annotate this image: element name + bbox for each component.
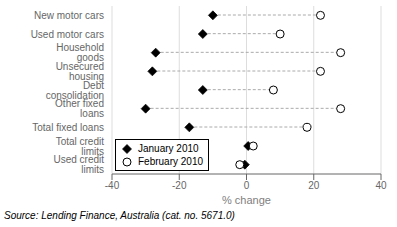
svg-text:0: 0 [244, 180, 250, 191]
html-text:Household: Household [56, 42, 104, 54]
html-text:Total credit: Total credit [55, 135, 104, 147]
html-text:consolidation: consolidation [45, 89, 104, 101]
html-text:limits: limits [81, 145, 104, 157]
svg-text:-20: -20 [172, 180, 187, 191]
html-text:Debt: Debt [82, 79, 104, 91]
svg-text:Total fixed loans: Total fixed loans [32, 122, 104, 133]
svg-text:New motor cars: New motor cars [34, 10, 104, 21]
svg-text:Other fixedloans: Other fixedloans [55, 98, 104, 119]
html-text:Unsecured: Unsecured [55, 60, 104, 72]
html-text:Source: Lending Finance, Austr: Source: Lending Finance, Australia (cat.… [4, 210, 235, 221]
svg-text:40: 40 [375, 180, 387, 191]
svg-text:% change: % change [222, 194, 271, 206]
svg-text:20: 20 [308, 180, 320, 191]
html-text:goods: goods [76, 52, 104, 64]
html-text:February 2010: February 2010 [138, 156, 203, 167]
svg-text:Used creditlimits: Used creditlimits [53, 154, 104, 175]
svg-text:Used motor cars: Used motor cars [31, 29, 104, 40]
html-text:housing: housing [69, 70, 104, 82]
html-text:January 2010: January 2010 [138, 143, 199, 154]
svg-text:-40: -40 [105, 180, 120, 191]
